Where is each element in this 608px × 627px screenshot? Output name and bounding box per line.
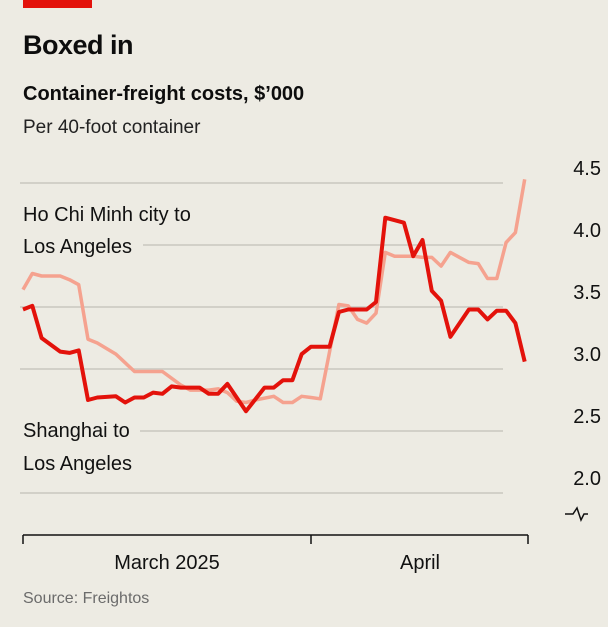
brand-bar bbox=[23, 0, 92, 8]
x-tick-label-april: April bbox=[400, 552, 440, 574]
x-tick-label-march: March 2025 bbox=[114, 552, 220, 574]
y-tick-label: 2.5 bbox=[573, 406, 601, 428]
chart-title: Boxed in bbox=[23, 30, 134, 60]
y-tick-label: 3.5 bbox=[573, 282, 601, 304]
y-tick-label: 4.0 bbox=[573, 220, 601, 242]
series-label-hcmc-2: Los Angeles bbox=[23, 236, 132, 258]
chart-subtitle: Container-freight costs, $’000 bbox=[23, 83, 305, 105]
series-label-shanghai-1: Shanghai to bbox=[23, 420, 130, 442]
axis-break-icon bbox=[565, 506, 588, 522]
series-label-shanghai-2: Los Angeles bbox=[23, 453, 132, 475]
series-line-shanghai bbox=[22, 215, 527, 414]
y-tick-label: 4.5 bbox=[573, 158, 601, 180]
series-line-hcmc bbox=[21, 178, 527, 405]
source-note: Source: Freightos bbox=[23, 590, 150, 607]
y-tick-label: 3.0 bbox=[573, 344, 601, 366]
y-tick-label: 2.0 bbox=[573, 468, 601, 490]
chart-unit: Per 40-foot container bbox=[23, 117, 201, 138]
series-label-hcmc-1: Ho Chi Minh city to bbox=[23, 204, 191, 226]
